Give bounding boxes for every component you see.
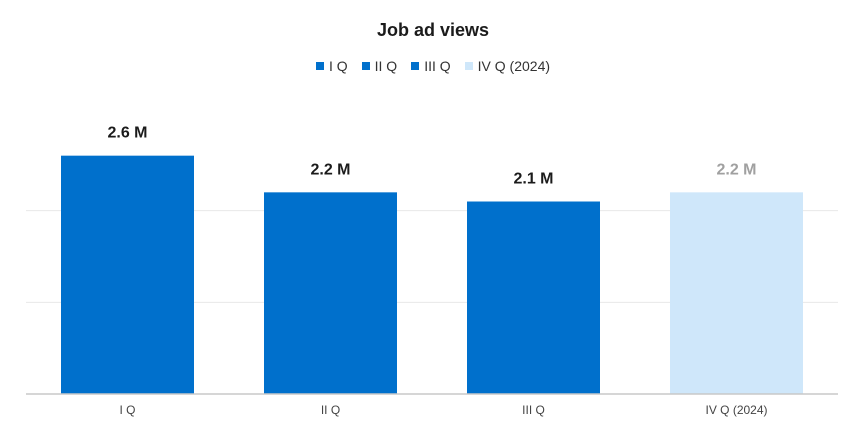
legend-item[interactable]: II Q	[361, 58, 398, 74]
bar[interactable]	[61, 155, 194, 394]
legend-item[interactable]: III Q	[411, 58, 451, 74]
legend-item[interactable]: I Q	[315, 58, 348, 74]
legend-label: II Q	[374, 58, 398, 74]
bar[interactable]	[264, 192, 397, 394]
bar[interactable]	[467, 201, 600, 395]
chart-title: Job ad views	[376, 20, 490, 40]
data-label: 2.2 M	[310, 161, 350, 178]
data-label: 2.2 M	[716, 161, 756, 178]
legend-label: III Q	[424, 58, 451, 74]
x-tick-label: III Q	[522, 403, 545, 417]
data-label: 2.1 M	[513, 171, 553, 188]
x-tick-label: II Q	[321, 403, 340, 417]
legend-item[interactable]: IV Q (2024)	[464, 58, 551, 74]
legend-swatch	[361, 62, 370, 70]
x-tick-label: I Q	[119, 403, 135, 417]
legend-swatch	[315, 62, 324, 70]
x-tick-label: IV Q (2024)	[705, 403, 767, 417]
legend-swatch	[411, 62, 420, 70]
data-label: 2.6 M	[107, 125, 147, 142]
legend-swatch	[464, 62, 473, 70]
legend-label: I Q	[328, 58, 348, 74]
legend-label: IV Q (2024)	[477, 58, 551, 74]
bar[interactable]	[670, 192, 803, 394]
chart-legend: I Q II Q III Q IV Q (2024)	[0, 58, 866, 74]
